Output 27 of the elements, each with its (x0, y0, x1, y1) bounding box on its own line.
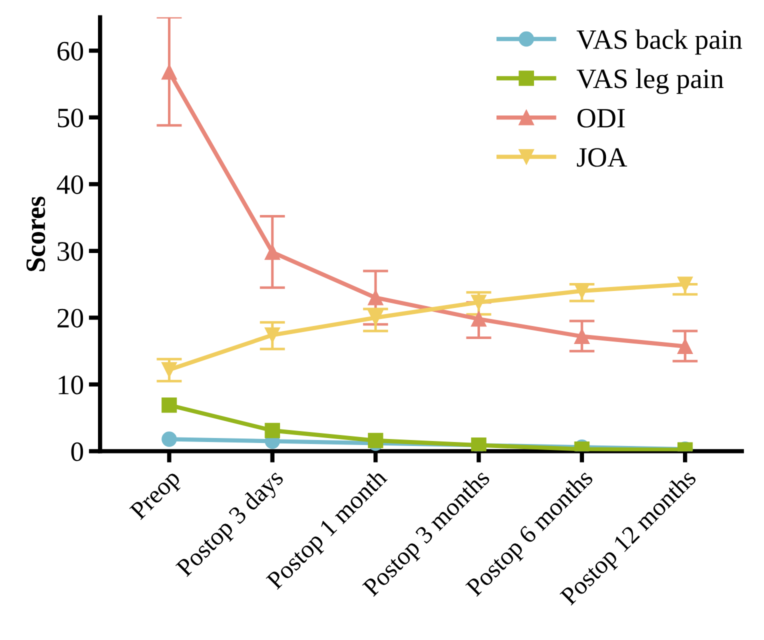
legend-label: VAS leg pain (576, 68, 724, 94)
point (368, 432, 384, 448)
y-tick-label: 0 (71, 442, 84, 462)
y-tick-label: 50 (58, 108, 84, 128)
y-axis-title: Scores (26, 196, 46, 272)
point (677, 338, 693, 354)
point (471, 311, 486, 327)
point (368, 310, 384, 326)
point (677, 276, 693, 292)
y-tick-label: 10 (58, 376, 84, 394)
y-tick-label: 40 (56, 175, 84, 194)
y-tick-label: 30 (58, 242, 84, 261)
point (162, 398, 177, 413)
legend-label: VAS back pain (576, 29, 742, 55)
point (162, 64, 177, 80)
legend-label: JOA (576, 148, 628, 167)
legend-label: ODI (578, 108, 625, 128)
y-tick-label: 20 (58, 308, 84, 328)
point (264, 327, 280, 343)
point (264, 244, 280, 260)
point (574, 328, 590, 344)
y-tick-label: 60 (58, 42, 84, 61)
point (368, 290, 384, 306)
point (162, 432, 177, 447)
point (162, 362, 177, 378)
point (471, 294, 486, 310)
point (264, 422, 280, 438)
